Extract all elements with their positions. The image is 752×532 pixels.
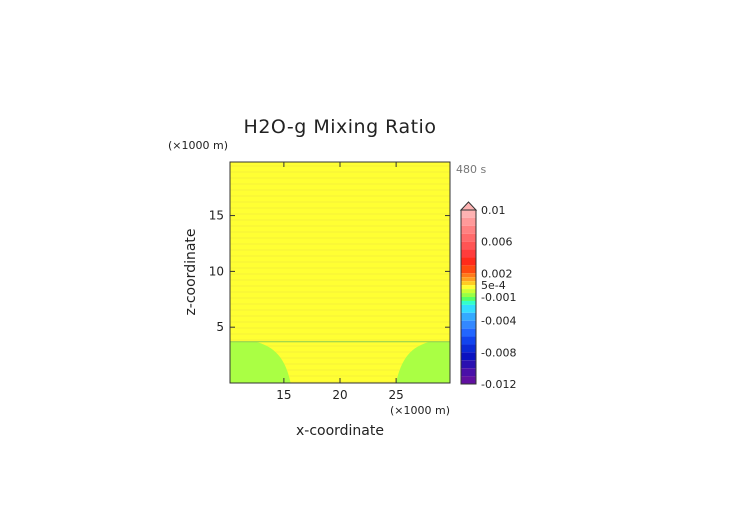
y-tick-label: 15 xyxy=(209,209,224,223)
x-tick-label: 25 xyxy=(388,388,403,402)
colorbar-label: 0.01 xyxy=(481,204,506,217)
z-axis-unit: (×1000 m) xyxy=(168,139,229,152)
colorbar-swatch xyxy=(461,217,476,226)
colorbar-swatch xyxy=(461,273,476,278)
colorbar-label: 5e-4 xyxy=(481,279,506,292)
colorbar-swatch xyxy=(461,241,476,250)
x-axis-label: x-coordinate xyxy=(295,423,384,439)
colorbar-swatch xyxy=(461,233,476,242)
x-axis-unit: (×1000 m) xyxy=(390,404,451,417)
x-tick-label: 15 xyxy=(276,388,291,402)
colorbar-swatch xyxy=(461,249,476,258)
lower-field-region xyxy=(230,341,450,383)
colorbar-swatch xyxy=(461,300,476,305)
colorbar-label: 0.002 xyxy=(481,267,513,280)
colorbar-swatch xyxy=(461,360,476,369)
colorbar-swatch xyxy=(461,297,476,301)
chart-title: H2O-g Mixing Ratio xyxy=(243,116,437,138)
y-tick-label: 10 xyxy=(209,264,224,278)
colorbar-label: -0.008 xyxy=(481,346,516,359)
y-tick-label: 5 xyxy=(216,320,224,334)
colorbar-swatch xyxy=(461,293,476,297)
colorbar-swatch xyxy=(461,368,476,377)
colorbar-swatch xyxy=(461,320,476,329)
colorbar-swatch xyxy=(461,210,476,218)
colorbar-swatch xyxy=(461,225,476,234)
colorbar-label: 0.006 xyxy=(481,236,513,249)
colorbar-swatch xyxy=(461,312,476,321)
colorbar-swatch xyxy=(461,376,476,384)
y-axis-label: z-coordinate xyxy=(183,228,199,316)
colorbar-swatch xyxy=(461,277,476,282)
colorbar-swatch xyxy=(461,289,476,294)
colorbar-swatch xyxy=(461,304,476,313)
colorbar-swatch xyxy=(461,328,476,337)
colorbar-swatch xyxy=(461,344,476,353)
colorbar-swatch xyxy=(461,336,476,345)
colorbar-swatch xyxy=(461,281,476,286)
colorbar-label: -0.004 xyxy=(481,315,516,328)
colorbar-cap xyxy=(459,201,478,211)
colorbar-swatch xyxy=(461,285,476,290)
x-tick-label: 20 xyxy=(332,388,347,402)
colorbar-frame xyxy=(460,209,477,385)
colorbar-swatch xyxy=(461,265,476,274)
time-label: 480 s xyxy=(456,163,487,176)
colorbar-label: -0.001 xyxy=(481,291,516,304)
colorbar-swatch xyxy=(461,257,476,266)
colorbar-swatch xyxy=(461,352,476,361)
colorbar-label: -0.012 xyxy=(481,378,516,391)
